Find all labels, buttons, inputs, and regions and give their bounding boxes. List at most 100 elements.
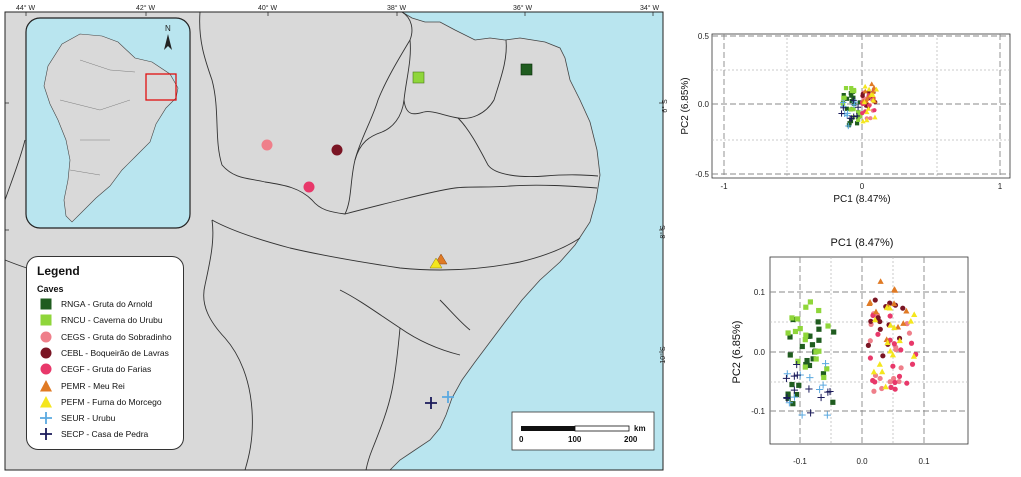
- scale-bar: 0 100 200 km: [511, 411, 655, 451]
- scale-tick-100: 100: [568, 435, 582, 444]
- marker-cebl: [331, 144, 343, 156]
- scatter-point: [891, 375, 897, 382]
- lon-label-40: 40° W: [258, 4, 278, 12]
- scatter-point: [898, 347, 904, 353]
- scatter-point: [900, 320, 907, 326]
- pca-top-ytick-neg05: -0.5: [695, 170, 709, 179]
- legend-item-label: PEFM - Furna do Morcego: [61, 396, 162, 407]
- legend-box: Legend Caves RNGA - Gruta do Arnold RNCU …: [26, 256, 184, 450]
- scatter-point: [890, 300, 898, 307]
- scatter-point: [868, 116, 873, 121]
- scatter-point: [816, 326, 822, 332]
- marker-pefm: [429, 257, 443, 269]
- scatter-point: [817, 393, 825, 402]
- lon-label-38: 38° W: [387, 4, 407, 12]
- scatter-point: [802, 364, 808, 370]
- scatter-point: [898, 365, 904, 371]
- scatter-point: [807, 299, 813, 305]
- scatter-point: [785, 391, 791, 397]
- scatter-point: [861, 99, 868, 105]
- legend-item-label: SEUR - Urubu: [61, 413, 116, 424]
- scatter-point: [853, 112, 860, 120]
- scatter-point: [785, 399, 793, 407]
- scatter-point: [866, 103, 872, 108]
- lon-label-36: 36° W: [513, 4, 533, 12]
- scatter-point: [840, 104, 847, 111]
- scatter-point: [790, 393, 799, 401]
- scatter-point: [892, 379, 898, 386]
- scatter-point: [841, 92, 846, 98]
- scatter-point: [854, 121, 860, 126]
- scatter-point: [866, 300, 873, 306]
- scatter-point: [799, 343, 805, 350]
- scatter-point: [870, 92, 876, 98]
- scatter-point: [851, 107, 856, 112]
- scatter-point: [870, 97, 876, 103]
- scatter-point: [866, 86, 872, 92]
- triangle-symbol-icon: [40, 395, 52, 408]
- legend-item-seur: SEUR - Urubu: [39, 411, 115, 425]
- scatter-point: [816, 307, 822, 314]
- circle-symbol-icon: [40, 331, 52, 343]
- scale-unit: km: [634, 424, 646, 433]
- legend-item-rncu: RNCU - Caverna do Urubu: [39, 313, 163, 327]
- scatter-point: [856, 117, 861, 122]
- scatter-point: [860, 93, 865, 99]
- pca-top-points: [838, 81, 880, 130]
- scatter-point: [790, 372, 798, 380]
- scatter-point: [900, 305, 906, 311]
- scatter-point: [873, 86, 880, 92]
- scatter-point: [806, 409, 815, 417]
- scatter-point: [872, 297, 878, 303]
- scatter-point: [805, 385, 813, 393]
- scatter-point: [793, 360, 801, 369]
- legend-title: Legend: [37, 264, 80, 278]
- legend-item-cegf: CEGF - Gruta do Farias: [39, 362, 151, 376]
- square-symbol-icon: [40, 298, 52, 310]
- scatter-point: [910, 353, 918, 359]
- scatter-point: [848, 115, 855, 122]
- scatter-point: [838, 110, 845, 117]
- scatter-point: [877, 326, 883, 332]
- inset-study-area: [145, 73, 177, 101]
- scatter-point: [887, 379, 893, 385]
- scatter-point: [858, 113, 863, 119]
- scatter-point: [824, 366, 830, 372]
- scatter-point: [880, 353, 886, 359]
- pca-top-xtick-0: 0: [860, 182, 865, 191]
- legend-subtitle: Caves: [37, 284, 64, 294]
- scatter-point: [787, 334, 793, 340]
- triangle-symbol-icon: [40, 379, 52, 391]
- marker-rnga: [520, 63, 533, 76]
- south-america-shape: [43, 33, 179, 223]
- scatter-point: [911, 311, 918, 318]
- lat-label-6: 6° S: [661, 99, 669, 113]
- scatter-point: [848, 107, 853, 112]
- marker-rncu: [412, 71, 425, 84]
- marker-seur: [442, 391, 454, 403]
- pca-bottom-xtick-01: 0.1: [918, 457, 930, 466]
- scatter-point: [849, 86, 854, 91]
- marker-cegf: [303, 181, 315, 193]
- scatter-point: [850, 97, 857, 104]
- scatter-point: [871, 84, 877, 90]
- scatter-point: [802, 337, 808, 343]
- square-symbol-icon: [40, 314, 52, 326]
- scatter-point: [782, 374, 791, 383]
- scatter-point: [790, 386, 798, 394]
- scatter-point: [840, 99, 847, 106]
- legend-item-cegs: CEGS - Gruta do Sobradinho: [39, 330, 172, 344]
- scatter-point: [877, 278, 884, 284]
- pca-bottom-xtick-00: 0.0: [856, 457, 868, 466]
- graticule-ticks: [5, 12, 663, 353]
- scatter-point: [875, 331, 881, 337]
- scatter-point: [896, 337, 903, 344]
- scatter-point: [908, 340, 915, 346]
- scatter-point: [879, 368, 886, 375]
- scatter-point: [892, 386, 898, 392]
- scatter-point: [816, 348, 822, 354]
- scatter-point: [871, 388, 877, 394]
- lon-label-44: 44° W: [16, 4, 36, 12]
- pca-bottom-ytick-neg01: -0.1: [751, 407, 765, 416]
- scale-tick-0: 0: [519, 435, 524, 444]
